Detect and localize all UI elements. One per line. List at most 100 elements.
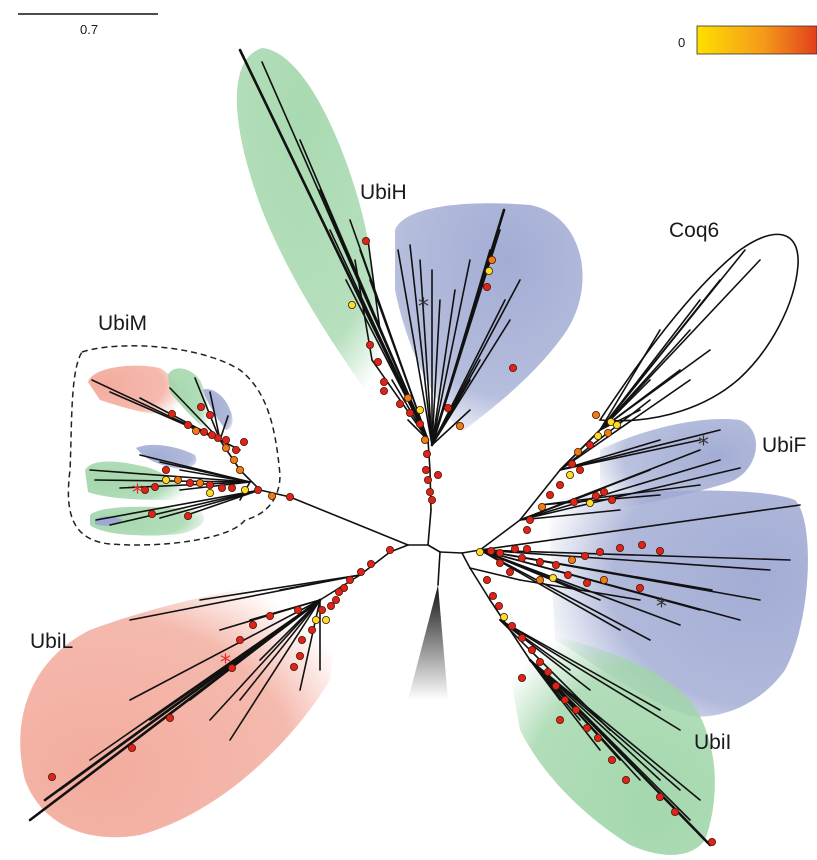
support-node-60	[564, 571, 573, 580]
support-node-40	[608, 495, 617, 504]
support-node-104	[227, 664, 236, 673]
branch-63	[519, 449, 701, 521]
scale-bar-label: 0.7	[80, 22, 98, 37]
branch-131	[89, 469, 251, 483]
support-node-101	[265, 612, 274, 621]
support-node-57	[656, 547, 665, 556]
asterisk-ubif-lower: *	[656, 595, 667, 620]
branch-81	[469, 567, 521, 581]
support-node-82	[656, 793, 665, 802]
support-node-27	[574, 447, 583, 456]
branch-135	[179, 469, 251, 483]
branch-83	[469, 567, 491, 601]
support-node-109	[289, 663, 298, 672]
ubim-blue-region-top	[203, 389, 233, 430]
support-node-112	[253, 485, 262, 494]
branch-5	[289, 496, 409, 546]
branch-104	[59, 599, 321, 791]
support-node-93	[331, 596, 340, 605]
support-node-34	[526, 516, 535, 525]
support-node-54	[596, 548, 605, 557]
label-ubim: UbiM	[98, 312, 147, 335]
support-node-78	[583, 724, 592, 733]
branch-45	[599, 259, 761, 431]
support-node-64	[495, 559, 504, 568]
branch-1	[427, 544, 441, 553]
branch-68	[539, 484, 701, 506]
branch-77	[479, 549, 651, 641]
support-node-124	[235, 465, 244, 474]
branch-29	[431, 289, 456, 446]
support-node-3	[373, 357, 382, 366]
support-node-133	[167, 409, 176, 418]
support-node-97	[311, 616, 320, 625]
branch-64	[519, 459, 721, 521]
support-node-36	[570, 497, 579, 506]
coq6-outline	[598, 233, 799, 422]
branch-111	[229, 599, 321, 741]
support-node-118	[185, 478, 194, 487]
support-node-89	[356, 568, 365, 577]
branch-137	[179, 481, 251, 491]
clade-shading	[20, 48, 808, 855]
asterisk-ubim: *	[132, 481, 143, 506]
support-node-114	[227, 483, 236, 492]
ubim-green-region-top	[168, 368, 209, 430]
clade-outlines	[67, 233, 799, 546]
support-node-100	[293, 606, 302, 615]
branch-48	[599, 299, 701, 431]
support-node-0	[361, 236, 370, 245]
branch-119	[279, 574, 361, 591]
branch-70	[479, 549, 791, 561]
support-node-7	[403, 393, 412, 402]
branch-108	[189, 599, 321, 701]
support-node-68	[494, 602, 503, 611]
branch-40	[367, 239, 381, 331]
support-node-123	[205, 488, 214, 497]
support-node-53	[581, 552, 590, 561]
branch-39	[431, 299, 506, 446]
support-node-139	[147, 509, 156, 518]
branch-57	[559, 379, 691, 471]
support-node-35	[523, 526, 532, 535]
support-node-70	[507, 622, 516, 631]
branch-2	[439, 551, 463, 554]
branch-26	[419, 259, 433, 446]
support-node-5	[379, 386, 388, 395]
support-node-28	[568, 459, 577, 468]
branch-42	[479, 519, 521, 551]
support-node-99	[297, 636, 306, 645]
support-node-23	[433, 470, 442, 479]
support-node-30	[576, 465, 585, 474]
support-node-45	[486, 547, 495, 556]
support-node-26	[586, 440, 595, 449]
support-node-19	[487, 255, 496, 264]
branch-19	[345, 279, 429, 441]
ubim-dashed-outline	[67, 345, 281, 546]
branch-127	[194, 377, 221, 441]
support-node-90	[345, 576, 354, 585]
support-node-69	[499, 613, 508, 622]
support-node-25	[594, 431, 603, 440]
asterisk-ubil: *	[220, 651, 231, 676]
support-node-18	[484, 266, 493, 275]
branch-106	[129, 599, 321, 701]
support-node-47	[510, 545, 519, 554]
branch-28	[431, 299, 441, 446]
support-node-106	[127, 744, 136, 753]
support-node-98	[307, 626, 316, 635]
support-node-75	[552, 682, 561, 691]
support-node-39	[600, 487, 609, 496]
branch-142	[189, 489, 261, 515]
support-node-136	[221, 443, 230, 452]
support-node-6	[395, 399, 404, 408]
support-node-22	[508, 363, 517, 372]
support-node-14	[423, 475, 432, 484]
support-node-16	[427, 495, 436, 504]
support-node-121	[150, 482, 159, 491]
support-node-103	[235, 636, 244, 645]
ubif-blue-region	[600, 419, 757, 512]
color-legend: 0	[678, 25, 817, 55]
branch-107	[149, 599, 321, 721]
ubih-green-region	[236, 48, 380, 400]
